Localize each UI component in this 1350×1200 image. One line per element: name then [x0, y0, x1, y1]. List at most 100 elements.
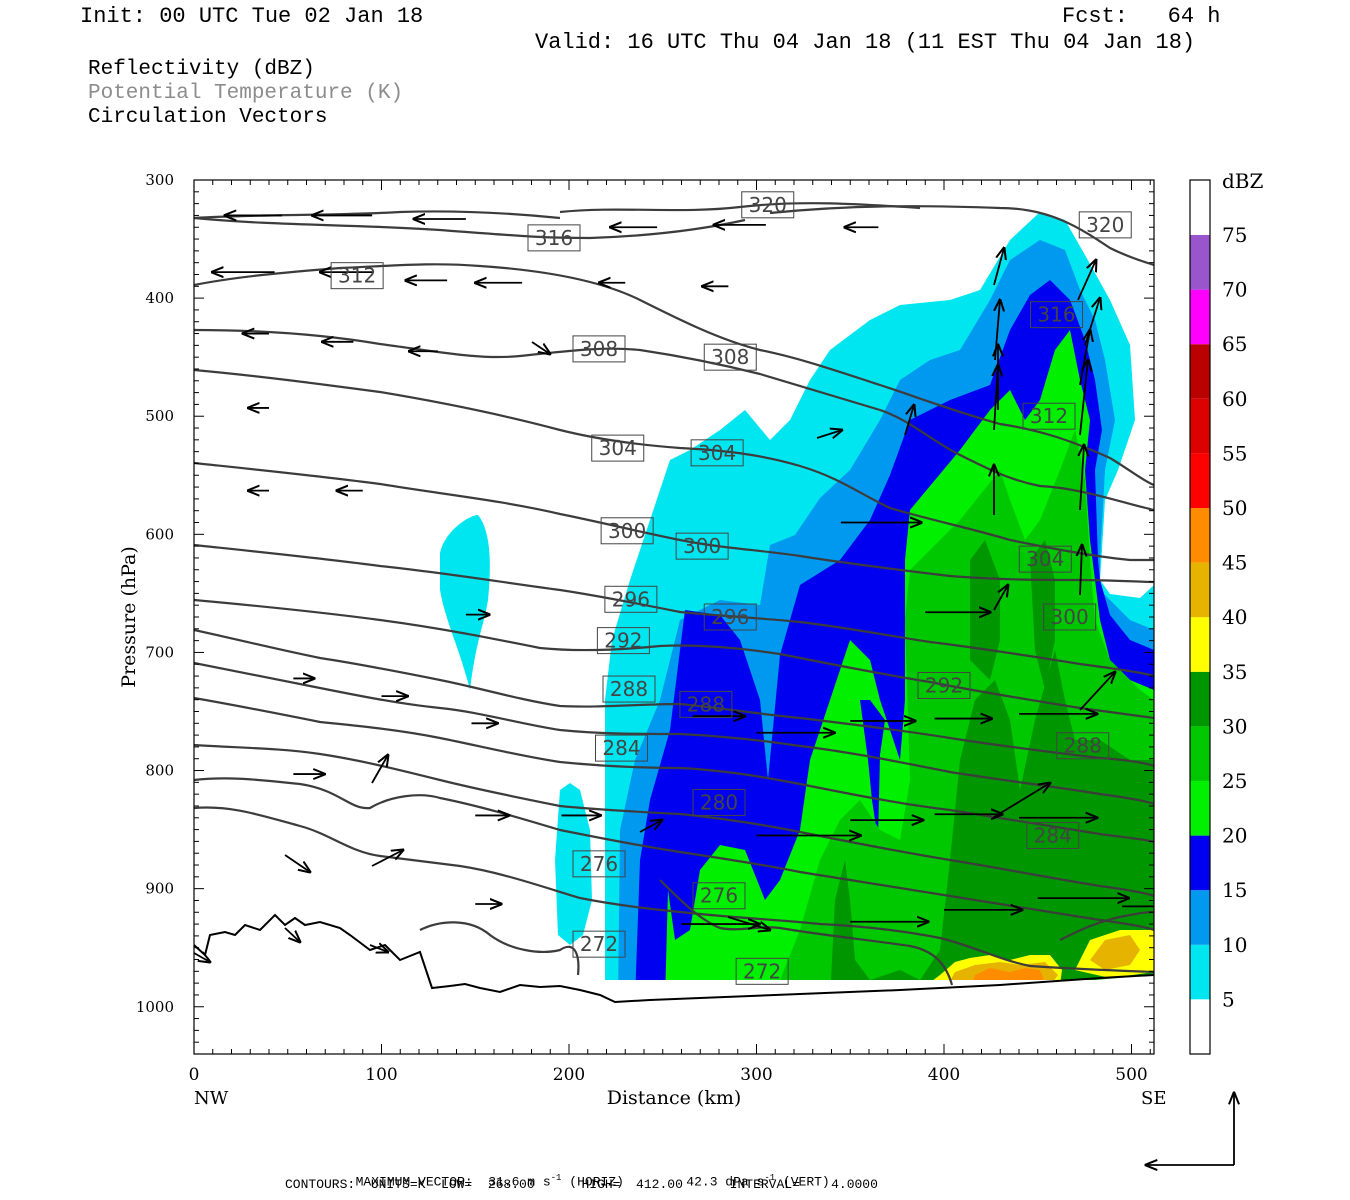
field-theta-label: Potential Temperature (K) [88, 82, 404, 105]
theta-label: 312 [1022, 402, 1076, 430]
colorbar-swatch [1190, 398, 1210, 454]
refl-40dbz [1090, 935, 1140, 970]
colorbar-frame [1189, 179, 1211, 1055]
y-tick-label: 1000 [136, 998, 174, 1016]
theta-label-box [604, 585, 658, 613]
theta-label-box [1026, 822, 1080, 849]
theta-label-box [330, 262, 384, 290]
colorbar-unit: dBZ [1222, 169, 1264, 193]
theta-label: 288 [1056, 732, 1110, 760]
theta-label-text: 304 [1026, 547, 1064, 571]
theta-label-box [1043, 603, 1097, 631]
theta-label: 308 [703, 343, 757, 371]
circulation-vectors [212, 215, 1154, 924]
y-tick-label: 900 [145, 880, 174, 898]
theta-label-box [703, 343, 757, 371]
colorbar-swatch [1190, 890, 1210, 945]
theta-label: 320 [741, 191, 795, 219]
unit-exponent: -1 [550, 1173, 562, 1183]
init-time: Init: 00 UTC Tue 02 Jan 18 [80, 4, 424, 29]
theta-label-text: 284 [602, 736, 640, 760]
theta-label: 292 [917, 672, 971, 700]
colorbar: 5 10 15 20 25 30 35 40 45 50 55 60 65 70 75 [1190, 180, 1247, 1054]
colorbar-tick-label: 60 [1222, 387, 1247, 411]
theta-label: 296 [604, 585, 658, 613]
ground-fill [194, 915, 1154, 1054]
theta-label-box [741, 191, 795, 219]
theta-label-text: 316 [1037, 303, 1075, 327]
x-tick-label: 200 [553, 1065, 585, 1085]
theta-label-box [572, 335, 626, 363]
colorbar-tick-label: 10 [1222, 933, 1247, 957]
theta-label-text: 288 [1064, 734, 1102, 758]
x-tick-label: 100 [365, 1065, 397, 1085]
colorbar-tick-label: 40 [1222, 605, 1247, 629]
max-vector-vert-label: (VERT) [775, 1174, 830, 1190]
theta-label: 276 [572, 850, 626, 878]
colorbar-tick-label: 30 [1222, 714, 1247, 738]
colorbar-swatch [1190, 180, 1210, 235]
colorbar-tick-label: 70 [1222, 278, 1247, 302]
theta-label-box [703, 603, 757, 631]
y-tick-label: 800 [145, 762, 174, 780]
theta-label-text: 300 [683, 534, 721, 558]
terrain-line [194, 913, 1154, 1004]
theta-label-box [917, 672, 971, 700]
theta-label-text: 296 [612, 587, 650, 611]
colorbar-swatch [1190, 453, 1210, 508]
theta-label-box [600, 517, 654, 545]
colorbar-swatch [1190, 999, 1210, 1054]
theta-label-box [1018, 545, 1072, 573]
theta-label-box [1030, 301, 1083, 329]
theta-label: 288 [679, 690, 733, 718]
theta-label-box [527, 224, 581, 252]
theta-label: 276 [692, 882, 746, 910]
theta-label-text: 288 [687, 692, 725, 716]
colorbar-tick-label: 20 [1222, 824, 1247, 848]
colorbar-tick-label: 55 [1222, 441, 1247, 465]
colorbar-tick-label: 75 [1222, 223, 1247, 247]
theta-label-text: 308 [580, 337, 618, 361]
theta-label-box [692, 882, 746, 910]
theta-label: 300 [1043, 603, 1097, 631]
theta-label-text: 292 [925, 674, 963, 698]
theta-label-text: 300 [608, 519, 646, 543]
theta-label: 284 [595, 734, 648, 762]
theta-label-box [572, 930, 626, 958]
theta-label-text: 312 [1030, 404, 1068, 428]
colorbar-swatch [1190, 235, 1210, 290]
vertical-vectors [194, 248, 1115, 962]
theta-label: 304 [1018, 545, 1072, 573]
colorbar-swatch [1190, 835, 1210, 891]
theta-label: 280 [692, 788, 746, 816]
theta-label-box [602, 675, 656, 703]
field-reflectivity-label: Reflectivity (dBZ) [88, 58, 315, 81]
y-tick-label: 400 [145, 289, 174, 307]
colorbar-swatch [1190, 562, 1210, 618]
colorbar-swatch [1190, 671, 1210, 727]
theta-label: 304 [591, 434, 645, 462]
y-tick-label: 300 [145, 171, 174, 189]
reference-vector [1146, 1093, 1234, 1165]
theta-label: 284 [1026, 822, 1080, 849]
theta-label-text: 296 [711, 605, 749, 629]
theta-label-box [675, 532, 729, 560]
theta-label-text: 308 [711, 345, 749, 369]
theta-label-text: 276 [580, 852, 618, 876]
theta-label: 316 [527, 224, 581, 252]
colorbar-swatch [1190, 344, 1210, 399]
theta-label-box [1022, 402, 1076, 430]
y-tick-label: 600 [145, 525, 174, 543]
theta-label-text: 276 [700, 884, 738, 908]
colorbar-swatch [1190, 726, 1210, 781]
x-tick-labels: 0 100 200 300 400 500 [189, 1065, 1148, 1085]
x-tick-label: 500 [1115, 1065, 1147, 1085]
valid-time: Valid: 16 UTC Thu 04 Jan 18 (11 EST Thu … [535, 30, 1196, 55]
theta-label-text: 284 [1034, 824, 1072, 848]
axis-ticks [193, 179, 1154, 1055]
theta-label-text: 320 [1086, 213, 1124, 237]
theta-label-text: 272 [743, 959, 781, 983]
y-tick-labels: 300 400 500 600 700 800 900 1000 [136, 171, 174, 1016]
colorbar-tick-label: 5 [1222, 987, 1235, 1011]
theta-label-text: 272 [580, 932, 618, 956]
